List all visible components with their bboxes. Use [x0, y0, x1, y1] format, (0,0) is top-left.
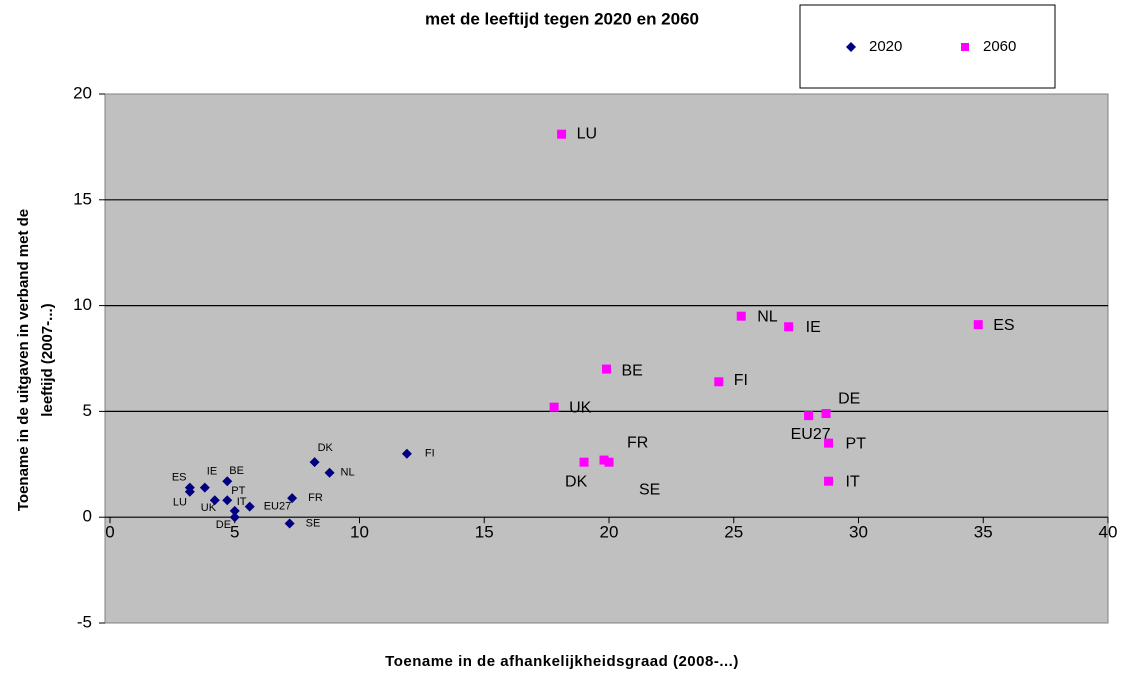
x-axis-label: Toename in de afhankelijkheidsgraad (200…: [385, 653, 739, 670]
point-label: SE: [639, 481, 660, 498]
point-label: NL: [341, 467, 355, 479]
point: [309, 457, 320, 468]
point: [579, 457, 589, 467]
point-label: EU27: [264, 501, 292, 513]
point-label: EU27: [791, 426, 831, 443]
point-label: PT: [846, 435, 867, 452]
point-label: ES: [993, 317, 1014, 334]
y-axis-label-line: leeftijd (2007-...): [39, 303, 56, 416]
point-label: ES: [172, 471, 187, 483]
point: [973, 320, 983, 330]
y-tick-label: 20: [73, 83, 92, 102]
point: [549, 402, 559, 412]
point: [824, 476, 834, 486]
point: [287, 493, 298, 504]
legend: [799, 4, 1056, 89]
point: [736, 311, 746, 321]
point: [401, 448, 412, 459]
point-label: PT: [231, 485, 245, 497]
point: [324, 467, 335, 478]
y-tick-label: 10: [73, 295, 92, 314]
point-label: NL: [757, 308, 778, 325]
y-tick-label: -5: [77, 612, 92, 631]
x-tick-label: 40: [1099, 523, 1118, 542]
y-tick-label: 15: [73, 189, 92, 208]
point-label: IT: [846, 473, 860, 490]
point: [229, 512, 240, 523]
point-label: BE: [622, 362, 643, 379]
point-label: UK: [201, 502, 217, 514]
point: [222, 476, 233, 487]
legend-marker: [961, 43, 969, 51]
point-label: SE: [306, 517, 321, 529]
x-tick-label: 10: [350, 523, 369, 542]
chart-title: met de leeftijd tegen 2020 en 2060: [425, 9, 699, 28]
point: [229, 505, 240, 516]
point: [222, 495, 233, 506]
point-label: FR: [308, 492, 323, 504]
point: [557, 129, 567, 139]
point-label: BE: [229, 465, 244, 477]
point-label: DE: [838, 391, 860, 408]
point: [804, 411, 814, 421]
x-tick-label: 35: [974, 523, 993, 542]
point-label: LU: [577, 125, 597, 142]
point: [199, 482, 210, 493]
point: [821, 409, 831, 419]
legend-label: 2020: [869, 38, 902, 55]
point-label: DK: [565, 473, 588, 490]
point-label: FI: [425, 448, 435, 460]
point-label: UK: [569, 399, 592, 416]
point: [824, 438, 834, 448]
point: [599, 455, 609, 465]
x-tick-label: 20: [600, 523, 619, 542]
point-label: IE: [806, 319, 821, 336]
point: [184, 486, 195, 497]
y-axis-label-line: Toename in de uitgaven in verband met de: [15, 209, 32, 511]
y-tick-label: 0: [83, 507, 92, 526]
x-tick-label: 0: [105, 523, 114, 542]
x-tick-label: 25: [724, 523, 743, 542]
x-tick-label: 5: [230, 523, 239, 542]
point: [602, 364, 612, 374]
point: [714, 377, 724, 387]
point-label: IT: [237, 496, 247, 508]
point: [784, 322, 794, 332]
point-label: LU: [173, 497, 187, 509]
x-tick-label: 15: [475, 523, 494, 542]
point-label: DK: [318, 442, 334, 454]
point-label: FI: [734, 372, 748, 389]
point: [604, 457, 614, 467]
y-tick-label: 5: [83, 401, 92, 420]
legend-marker: [846, 42, 856, 52]
point-label: IE: [207, 465, 217, 477]
point-label: DE: [216, 519, 231, 531]
plot-area: [104, 93, 1109, 624]
point: [284, 518, 295, 529]
point-label: FR: [627, 434, 648, 451]
legend-label: 2060: [983, 38, 1016, 55]
point: [209, 495, 220, 506]
x-tick-label: 30: [849, 523, 868, 542]
y-axis-label: Toename in de uitgaven in verband met de…: [15, 209, 56, 511]
point: [244, 501, 255, 512]
